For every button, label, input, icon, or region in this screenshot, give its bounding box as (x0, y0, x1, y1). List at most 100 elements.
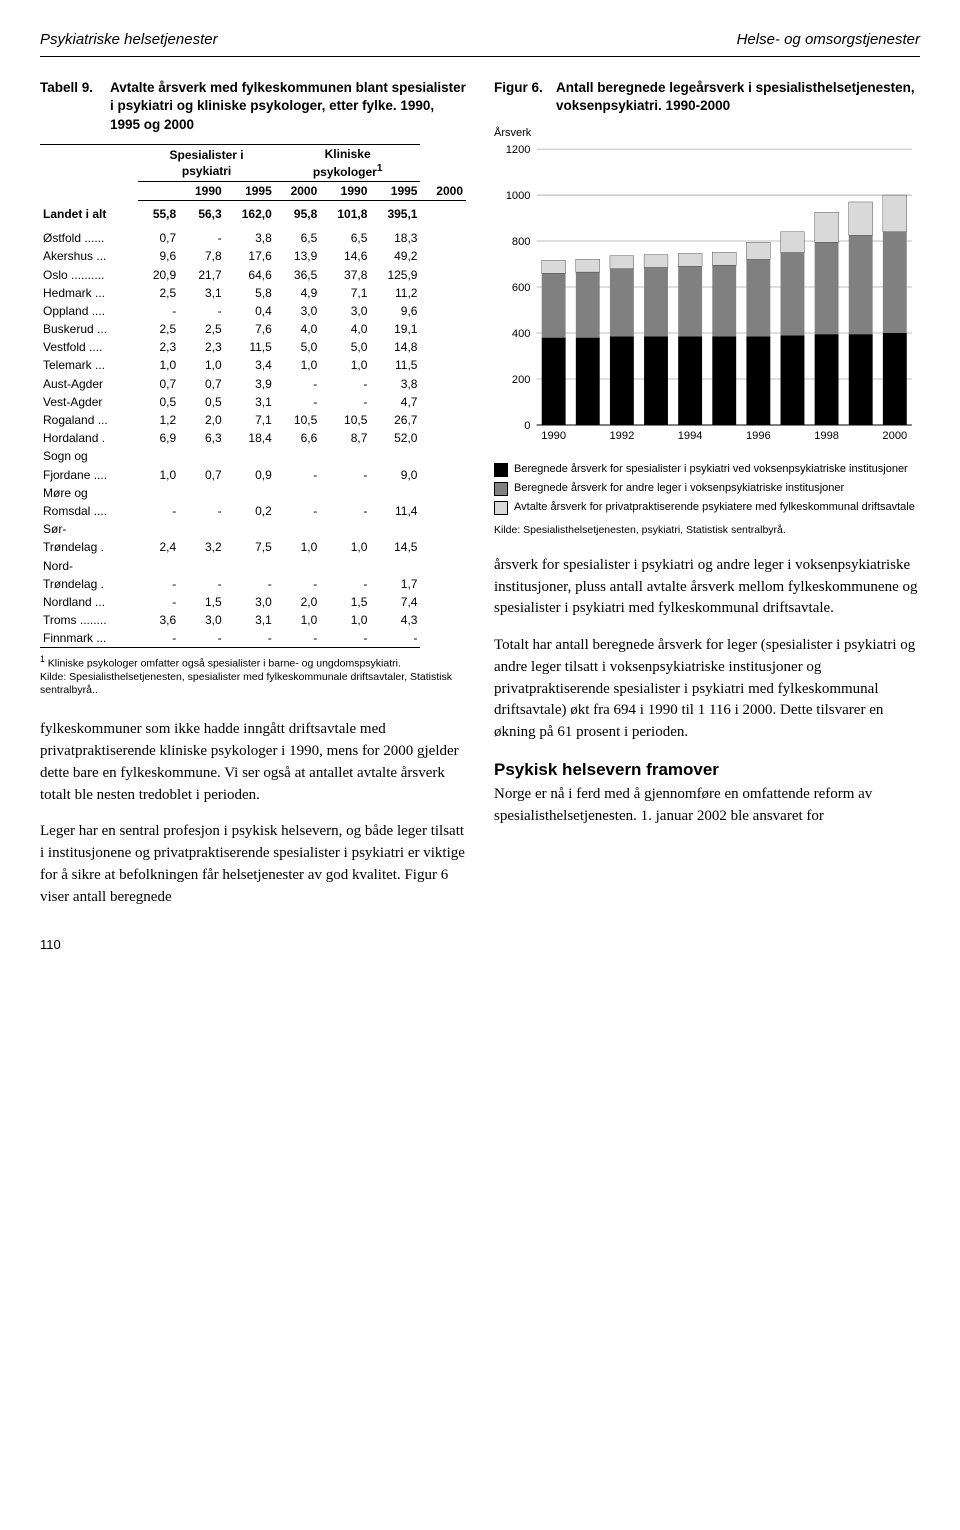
cell: - (320, 629, 370, 648)
svg-text:1992: 1992 (609, 430, 634, 442)
cell: 2,3 (179, 338, 224, 356)
svg-text:600: 600 (512, 282, 531, 294)
col-head: 1995 (370, 182, 420, 201)
cell: 19,1 (370, 320, 420, 338)
cell: 14,8 (370, 338, 420, 356)
cell: Troms ........ (40, 611, 138, 629)
cell: Møre og (40, 484, 138, 502)
cell: 9,6 (138, 247, 179, 265)
legend-label: Beregnede årsverk for andre leger i voks… (514, 481, 844, 496)
cell: 2,5 (179, 320, 224, 338)
cell: - (275, 466, 320, 484)
cell (179, 447, 224, 465)
header-left: Psykiatriske helsetjenester (40, 30, 218, 50)
cell: Hordaland . (40, 429, 138, 447)
cell: 1,0 (320, 356, 370, 374)
cell: 3,8 (370, 375, 420, 393)
cell: - (320, 375, 370, 393)
cell: 20,9 (138, 266, 179, 284)
cell (225, 447, 275, 465)
cell (370, 557, 420, 575)
cell: - (275, 502, 320, 520)
cell: 9,0 (370, 466, 420, 484)
cell: 1,0 (320, 611, 370, 629)
cell: - (138, 575, 179, 593)
figure-caption: Figur 6. Antall beregnede legeårsverk i … (494, 79, 920, 115)
cell: - (179, 575, 224, 593)
cell: 1,0 (275, 356, 320, 374)
y-axis-label: Årsverk (494, 126, 920, 141)
cell: 0,7 (179, 375, 224, 393)
svg-text:1990: 1990 (541, 430, 566, 442)
cell: 2,5 (138, 320, 179, 338)
cell: 3,2 (179, 538, 224, 556)
cell: - (275, 375, 320, 393)
cell: 6,5 (320, 229, 370, 247)
cell: 18,3 (370, 229, 420, 247)
cell: 3,6 (138, 611, 179, 629)
svg-text:1998: 1998 (814, 430, 839, 442)
cell: - (320, 393, 370, 411)
svg-text:400: 400 (512, 328, 531, 340)
svg-text:0: 0 (524, 420, 530, 432)
cell: Vestfold .... (40, 338, 138, 356)
cell: Vest-Agder (40, 393, 138, 411)
cell: 95,8 (275, 205, 320, 223)
body-para: Totalt har antall beregnede årsverk for … (494, 635, 920, 744)
cell (275, 484, 320, 502)
cell: 7,1 (225, 411, 275, 429)
cell: - (320, 502, 370, 520)
cell: - (320, 575, 370, 593)
table-footnote: 1 Kliniske psykologer omfatter også spes… (40, 654, 466, 697)
cell: - (138, 502, 179, 520)
legend-swatch (494, 501, 508, 515)
cell: 1,0 (275, 538, 320, 556)
svg-text:1000: 1000 (506, 190, 531, 202)
col-head: 2000 (275, 182, 320, 201)
cell: 6,5 (275, 229, 320, 247)
left-column: Tabell 9. Avtalte årsverk med fylkeskomm… (40, 79, 466, 954)
svg-text:800: 800 (512, 236, 531, 248)
cell (370, 447, 420, 465)
cell: 2,4 (138, 538, 179, 556)
cell: 5,8 (225, 284, 275, 302)
cell: 0,4 (225, 302, 275, 320)
cell (370, 484, 420, 502)
cell: 101,8 (320, 205, 370, 223)
cell: 21,7 (179, 266, 224, 284)
cell: 7,8 (179, 247, 224, 265)
table-label: Tabell 9. (40, 79, 110, 134)
cell: Nordland ... (40, 593, 138, 611)
body-para: fylkeskommuner som ikke hadde inngått dr… (40, 719, 466, 806)
cell: 6,9 (138, 429, 179, 447)
cell: Sør- (40, 520, 138, 538)
cell: 55,8 (138, 205, 179, 223)
cell (225, 520, 275, 538)
col-head: 1990 (179, 182, 224, 201)
cell (275, 520, 320, 538)
svg-text:1996: 1996 (746, 430, 771, 442)
cell: 1,5 (320, 593, 370, 611)
cell (138, 447, 179, 465)
cell: 4,9 (275, 284, 320, 302)
cell: Akershus ... (40, 247, 138, 265)
cell: 64,6 (225, 266, 275, 284)
cell: 6,6 (275, 429, 320, 447)
cell (275, 557, 320, 575)
cell (370, 520, 420, 538)
cell: 3,1 (225, 393, 275, 411)
header-right: Helse- og omsorgstjenester (737, 30, 920, 50)
cell: 4,7 (370, 393, 420, 411)
cell: 9,6 (370, 302, 420, 320)
legend: Beregnede årsverk for spesialister i psy… (494, 462, 920, 515)
cell (320, 557, 370, 575)
cell: Buskerud ... (40, 320, 138, 338)
cell: 3,0 (179, 611, 224, 629)
group-head-1: Spesialister ipsykiatri (138, 144, 274, 181)
cell: 7,5 (225, 538, 275, 556)
chart: Årsverk 02004006008001000120019901992199… (494, 126, 920, 452)
cell: 3,9 (225, 375, 275, 393)
cell: Fjordane .... (40, 466, 138, 484)
col-head: 2000 (420, 182, 466, 201)
cell (225, 557, 275, 575)
